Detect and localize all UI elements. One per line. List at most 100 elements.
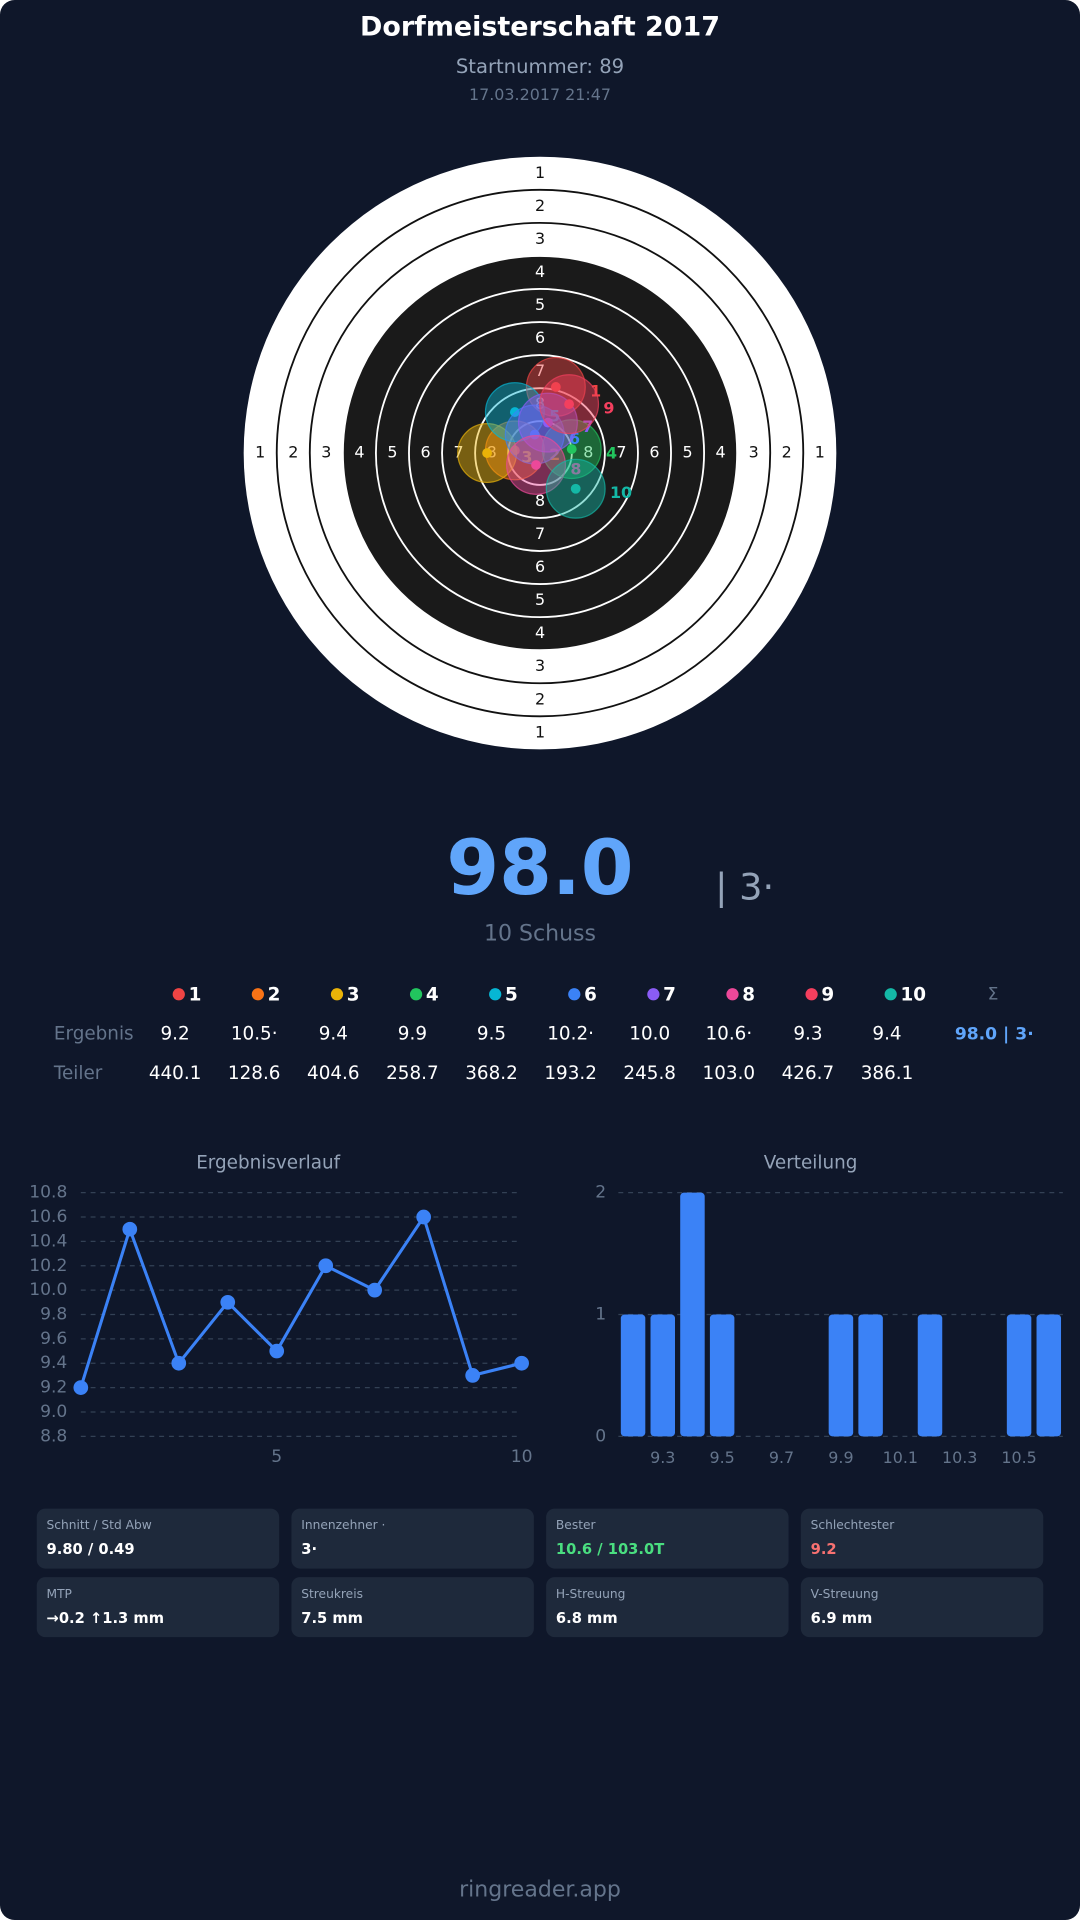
inner-tens: | 3· bbox=[715, 865, 774, 909]
y-tick-label: 10.8 bbox=[29, 1183, 67, 1203]
stat-value: 6.8 mm bbox=[556, 1610, 618, 1627]
y-tick-label: 8.8 bbox=[40, 1426, 67, 1446]
shot-label: 2 bbox=[549, 445, 560, 464]
stat-value: 7.5 mm bbox=[301, 1610, 363, 1627]
stat-label: Innenzehner · bbox=[301, 1518, 385, 1532]
table-cell: 10.2· bbox=[547, 1024, 594, 1045]
shot-label: 4 bbox=[606, 443, 617, 462]
x-tick-label: 10.3 bbox=[942, 1448, 977, 1467]
bar bbox=[709, 1314, 735, 1437]
bar bbox=[1036, 1314, 1062, 1437]
y-tick-label: 9.8 bbox=[40, 1304, 67, 1324]
ring-label: 7 bbox=[616, 443, 626, 462]
y-tick-label: 9.2 bbox=[40, 1378, 67, 1398]
bar bbox=[650, 1314, 675, 1437]
x-tick-label: 5 bbox=[271, 1447, 282, 1467]
stat-card bbox=[546, 1508, 789, 1569]
chart-title: Verteilung bbox=[764, 1152, 858, 1173]
legend-dot bbox=[489, 988, 502, 1001]
start-number: Startnummer: 89 bbox=[456, 55, 624, 78]
ring-label: 2 bbox=[535, 196, 545, 215]
stat-label: Streukreis bbox=[301, 1587, 363, 1601]
shot-label: 9 bbox=[603, 399, 614, 418]
ring-label: 6 bbox=[420, 443, 430, 462]
table-cell: 245.8 bbox=[623, 1063, 676, 1084]
ring-label: 1 bbox=[535, 163, 545, 182]
line-point bbox=[367, 1282, 383, 1298]
stat-value: 9.2 bbox=[811, 1541, 837, 1558]
y-tick-label: 10.4 bbox=[29, 1231, 67, 1251]
ring-label: 6 bbox=[535, 328, 545, 347]
table-cell: 193.2 bbox=[544, 1063, 597, 1084]
line-point bbox=[122, 1221, 138, 1237]
x-tick-label: 9.7 bbox=[769, 1448, 794, 1467]
table-cell: 128.6 bbox=[228, 1063, 281, 1084]
line-point bbox=[269, 1343, 285, 1359]
table-cell: 9.4 bbox=[319, 1024, 348, 1045]
shot-dot bbox=[529, 429, 540, 440]
y-tick-label: 0 bbox=[595, 1426, 606, 1446]
shot-dot bbox=[531, 460, 541, 470]
y-tick-label: 10.2 bbox=[29, 1256, 67, 1276]
stat-value: 10.6 / 103.0T bbox=[556, 1541, 664, 1558]
legend-dot bbox=[726, 988, 739, 1001]
bar bbox=[828, 1314, 854, 1437]
legend-dot bbox=[884, 988, 897, 1001]
y-tick-label: 10.6 bbox=[29, 1207, 67, 1227]
y-tick-label: 9.6 bbox=[40, 1329, 67, 1349]
ring-label: 3 bbox=[321, 443, 331, 462]
table-cell: 9.4 bbox=[872, 1024, 901, 1045]
shot-label: 10 bbox=[610, 483, 632, 502]
y-tick-label: 9.0 bbox=[40, 1402, 67, 1422]
legend-label: 3 bbox=[347, 985, 360, 1006]
line bbox=[79, 1213, 523, 1389]
y-tick-label: 1 bbox=[595, 1304, 606, 1324]
chart-title: Ergebnisverlauf bbox=[196, 1152, 340, 1173]
table-cell: 386.1 bbox=[861, 1063, 914, 1084]
y-tick-label: 10.0 bbox=[29, 1280, 67, 1300]
stat-card bbox=[36, 1508, 280, 1569]
line-point bbox=[73, 1380, 89, 1395]
ring-label: 7 bbox=[535, 361, 545, 380]
shot-dot bbox=[570, 483, 581, 494]
ring-label: 5 bbox=[387, 443, 397, 462]
table-cell: 9.9 bbox=[398, 1024, 427, 1045]
line-point bbox=[171, 1355, 187, 1371]
table-cell: 9.2 bbox=[161, 1024, 190, 1045]
line-point bbox=[220, 1294, 236, 1310]
ring-label: 1 bbox=[535, 722, 545, 741]
stat-card bbox=[36, 1577, 280, 1638]
stat-value: →0.2 ↑1.3 mm bbox=[47, 1610, 165, 1627]
shot-dot bbox=[482, 448, 492, 458]
ring-label: 7 bbox=[454, 443, 464, 462]
ring-label: 5 bbox=[535, 295, 545, 314]
ring-label: 8 bbox=[583, 443, 593, 462]
legend-label: 8 bbox=[742, 985, 755, 1006]
table-cell: 10.5· bbox=[231, 1024, 278, 1045]
ring-label: 4 bbox=[716, 443, 726, 462]
ring-label: 6 bbox=[649, 443, 659, 462]
sum-header: Σ bbox=[988, 984, 999, 1004]
row-label: Ergebnis bbox=[54, 1024, 134, 1045]
stat-card bbox=[546, 1577, 789, 1638]
stat-label: Bester bbox=[556, 1518, 597, 1532]
x-tick-label: 10 bbox=[511, 1447, 533, 1467]
table-cell: 9.3 bbox=[793, 1024, 822, 1045]
legend-label: 1 bbox=[189, 985, 202, 1006]
legend-label: 7 bbox=[663, 985, 676, 1006]
bar bbox=[1006, 1314, 1032, 1437]
x-tick-label: 9.9 bbox=[828, 1448, 853, 1467]
stat-label: Schlechtester bbox=[811, 1518, 896, 1532]
stat-card bbox=[291, 1577, 534, 1638]
stat-card bbox=[800, 1508, 1044, 1569]
date: 17.03.2017 21:47 bbox=[469, 85, 611, 104]
stat-value: 6.9 mm bbox=[811, 1610, 873, 1627]
bar bbox=[680, 1192, 705, 1437]
ring-label: 5 bbox=[535, 590, 545, 609]
footer: ringreader.app bbox=[459, 1878, 621, 1903]
legend-label: 5 bbox=[505, 985, 518, 1006]
legend-dot bbox=[251, 988, 264, 1001]
x-tick-label: 10.1 bbox=[883, 1448, 918, 1467]
table-cell: 9.5 bbox=[477, 1024, 506, 1045]
